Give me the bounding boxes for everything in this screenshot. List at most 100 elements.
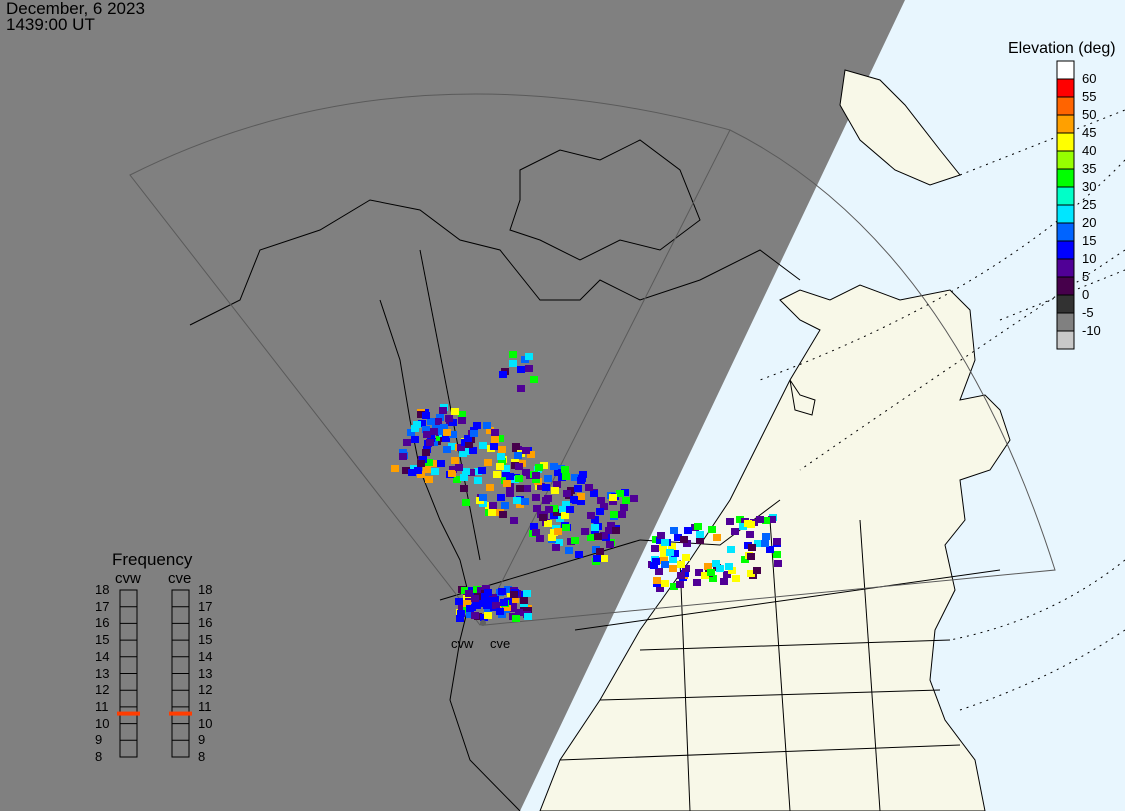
echo-cell (417, 471, 425, 478)
echo-cell (696, 531, 704, 538)
echo-cell (486, 427, 494, 434)
echo-cell (391, 465, 399, 472)
colorbar-bin (1056, 240, 1075, 260)
echo-cell (522, 469, 530, 476)
echo-cell (539, 514, 547, 521)
echo-cell (407, 429, 415, 436)
echo-cell (463, 600, 471, 607)
echo-cell (671, 550, 679, 557)
echo-cell (486, 484, 494, 491)
echo-cell (491, 436, 499, 443)
echo-cell (552, 544, 560, 551)
echo-cell (551, 487, 559, 494)
echo-cell (746, 531, 754, 538)
echo-cell (727, 546, 735, 553)
echo-cell (449, 466, 457, 473)
colorbar-tick-label: -5 (1082, 305, 1094, 320)
echo-cell (600, 555, 608, 562)
echo-cell (707, 569, 715, 576)
echo-cell (656, 585, 664, 592)
echo-cell (436, 414, 444, 421)
echo-cell (747, 521, 755, 528)
echo-cell (488, 509, 496, 516)
echo-cell (467, 469, 475, 476)
echo-cell (682, 565, 690, 572)
frequency-tick-right: 16 (198, 615, 213, 631)
echo-cell (427, 418, 435, 425)
echo-cell (498, 588, 506, 595)
colorbar-tick-label: 60 (1082, 71, 1097, 86)
echo-cell (548, 534, 556, 541)
echo-cell (455, 464, 463, 471)
frequency-tick-right: 13 (198, 665, 213, 681)
echo-cell (530, 376, 538, 383)
echo-cell (701, 572, 709, 579)
echo-cell (773, 551, 781, 558)
echo-cell (762, 517, 770, 524)
colorbar-bin (1056, 114, 1075, 134)
echo-cell (774, 560, 782, 567)
echo-cell (496, 608, 504, 615)
echo-cell (704, 563, 712, 570)
echo-cell (482, 585, 490, 592)
echo-cell (593, 555, 601, 562)
echo-cell (457, 610, 465, 617)
echo-cell (525, 365, 533, 372)
echo-cell (448, 470, 456, 477)
echo-cell (682, 554, 690, 561)
echo-cell (533, 505, 541, 512)
echo-cell (554, 528, 562, 535)
echo-cell (524, 613, 532, 620)
echo-cell (732, 575, 740, 582)
echo-cell (503, 604, 511, 611)
colorbar-tick-label: 10 (1082, 251, 1097, 266)
echo-cell (491, 429, 499, 436)
echo-cell (403, 439, 411, 446)
echo-cell (465, 590, 473, 597)
echo-cells (391, 351, 782, 622)
echo-cell (455, 598, 463, 605)
echo-cell (479, 442, 487, 449)
echo-cell (484, 459, 492, 466)
echo-cell (622, 497, 630, 504)
echo-cell (460, 474, 468, 481)
echo-cell (466, 605, 474, 612)
echo-cell (509, 360, 517, 367)
echo-cell (524, 607, 532, 614)
echo-cell (630, 495, 638, 502)
echo-cell (661, 561, 669, 568)
echo-cell (756, 516, 764, 523)
echo-cell (674, 534, 682, 541)
echo-cell (516, 485, 524, 492)
echo-cell (556, 515, 564, 522)
echo-cell (440, 424, 448, 431)
echo-cell (520, 601, 528, 608)
echo-cell (677, 561, 685, 568)
time-label: 1439:00 UT (6, 15, 95, 34)
echo-cell (587, 512, 595, 519)
echo-cell (612, 527, 620, 534)
echo-cell (723, 571, 731, 578)
echo-cell (490, 443, 498, 450)
echo-cell (474, 477, 482, 484)
echo-cell (532, 529, 540, 536)
echo-cell (554, 469, 562, 476)
colorbar-bin (1056, 60, 1075, 80)
echo-cell (768, 516, 776, 523)
echo-cell (462, 448, 470, 455)
echo-cell (747, 553, 755, 560)
frequency-tick-right: 9 (198, 732, 206, 748)
echo-cell (437, 460, 445, 467)
echo-cell (464, 435, 472, 442)
frequency-tick-left: 18 (95, 582, 110, 597)
echo-cell (773, 538, 781, 545)
echo-cell (411, 425, 419, 432)
echo-cell (483, 602, 491, 609)
echo-cell (504, 586, 512, 593)
colorbar-bin (1056, 276, 1075, 296)
colorbar-bin (1056, 312, 1075, 332)
echo-cell (522, 447, 530, 454)
frequency-tick-right: 18 (198, 582, 213, 597)
echo-cell (489, 502, 497, 509)
